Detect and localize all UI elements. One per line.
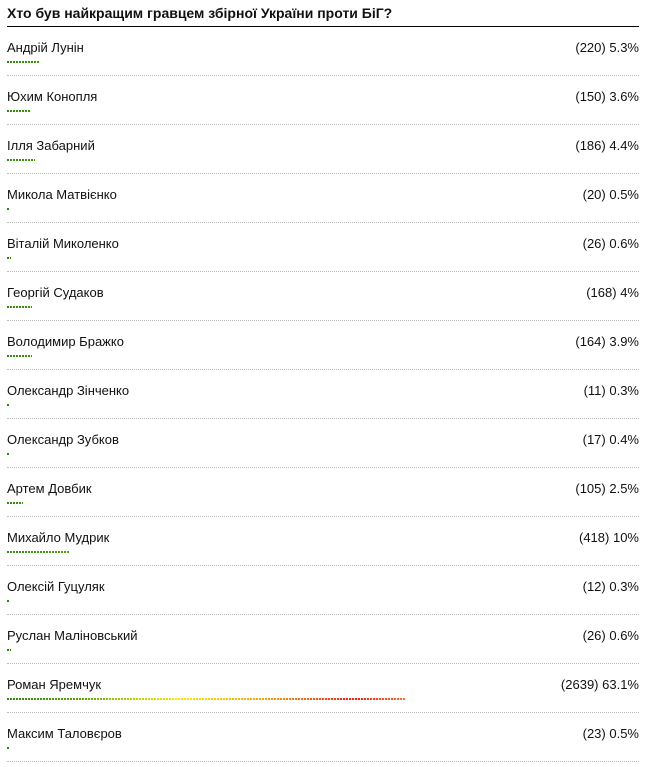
option-name: Роман Яремчук [7,677,102,692]
poll-title: Хто був найкращим гравцем збірної Україн… [7,4,639,27]
option-result: (11) 0.3% [584,383,639,398]
option-name: Микола Матвієнко [7,187,117,202]
option-votes: (105) [575,481,606,496]
option-name: Руслан Маліновський [7,628,138,643]
option-result: (105) 2.5% [575,481,639,496]
option-percent: 0.3% [609,579,639,594]
option-bar [7,159,35,161]
option-bar [7,257,11,259]
option-bar [7,453,10,455]
option-percent: 2.5% [609,481,639,496]
poll-option: Георгій Судаков (168) 4% [7,272,639,321]
option-name: Олександр Зінченко [7,383,130,398]
option-bar [7,649,11,651]
poll-option: Артем Довбик (105) 2.5% [7,468,639,517]
poll-option: Володимир Бражко (164) 3.9% [7,321,639,370]
option-result: (164) 3.9% [575,334,639,349]
poll-option: Роман Яремчук (2639) 63.1% [7,664,639,713]
option-votes: (20) [582,187,606,202]
option-votes: (26) [582,236,606,251]
option-bar [7,208,11,210]
option-result: (418) 10% [579,530,639,545]
option-votes: (12) [582,579,606,594]
poll-option: Олексій Гуцуляк (12) 0.3% [7,566,639,615]
poll-option: Ілля Забарний (186) 4.4% [7,125,639,174]
option-name: Ілля Забарний [7,138,95,153]
option-percent: 4.4% [609,138,639,153]
option-votes: (168) [586,285,617,300]
option-votes: (23) [582,726,606,741]
poll-option: Руслан Маліновський (26) 0.6% [7,615,639,664]
option-name: Артем Довбик [7,481,92,496]
option-result: (150) 3.6% [575,89,639,104]
poll-option: Андрій Лунін (220) 5.3% [7,27,639,76]
option-bar [7,355,32,357]
option-result: (26) 0.6% [583,236,639,251]
option-name: Георгій Судаков [7,285,104,300]
option-votes: (11) [583,383,606,398]
poll-option: Олександр Зінченко (11) 0.3% [7,370,639,419]
option-bar [7,110,30,112]
option-votes: (2639) [560,677,599,692]
option-percent: 0.5% [609,187,639,202]
option-name: Олександр Зубков [7,432,119,447]
option-percent: 0.4% [609,432,639,447]
option-percent: 10% [612,530,639,545]
option-votes: (164) [575,334,606,349]
option-bar [7,404,9,406]
option-result: (12) 0.3% [583,579,639,594]
option-percent: 4% [620,285,639,300]
option-result: (2639) 63.1% [561,677,639,692]
poll-options: Андрій Лунін (220) 5.3% Юхим Конопля (15… [7,27,639,762]
option-name: Михайло Мудрик [7,530,110,545]
option-name: Віталій Миколенко [7,236,119,251]
option-result: (17) 0.4% [583,432,639,447]
option-percent: 3.9% [609,334,639,349]
option-name: Юхим Конопля [7,89,98,104]
option-bar [7,306,33,308]
option-result: (220) 5.3% [575,40,639,55]
option-result: (20) 0.5% [583,187,639,202]
option-bar [7,600,9,602]
poll-results: Хто був найкращим гравцем збірної Україн… [7,0,639,762]
option-bar [7,747,11,749]
poll-option: Микола Матвієнко (20) 0.5% [7,174,639,223]
option-votes: (220) [575,40,606,55]
poll-option: Михайло Мудрик (418) 10% [7,517,639,566]
poll-option: Олександр Зубков (17) 0.4% [7,419,639,468]
option-percent: 0.6% [609,236,639,251]
poll-option: Віталій Миколенко (26) 0.6% [7,223,639,272]
option-result: (186) 4.4% [575,138,639,153]
option-result: (26) 0.6% [583,628,639,643]
poll-option: Юхим Конопля (150) 3.6% [7,76,639,125]
option-votes: (26) [582,628,606,643]
poll-option: Максим Таловєров (23) 0.5% [7,713,639,762]
option-votes: (17) [582,432,606,447]
option-percent: 0.3% [609,383,639,398]
option-name: Олексій Гуцуляк [7,579,105,594]
option-bar [7,502,23,504]
option-name: Андрій Лунін [7,40,84,55]
option-bar [7,61,41,63]
option-percent: 0.5% [609,726,639,741]
option-name: Максим Таловєров [7,726,122,741]
option-name: Володимир Бражко [7,334,124,349]
option-percent: 63.1% [602,677,639,692]
option-bar [7,551,70,553]
option-bar [7,698,405,700]
option-result: (168) 4% [586,285,639,300]
option-votes: (418) [578,530,610,545]
option-percent: 3.6% [609,89,639,104]
option-votes: (150) [575,89,606,104]
option-votes: (186) [575,138,606,153]
option-percent: 0.6% [609,628,639,643]
option-percent: 5.3% [609,40,639,55]
option-result: (23) 0.5% [583,726,639,741]
